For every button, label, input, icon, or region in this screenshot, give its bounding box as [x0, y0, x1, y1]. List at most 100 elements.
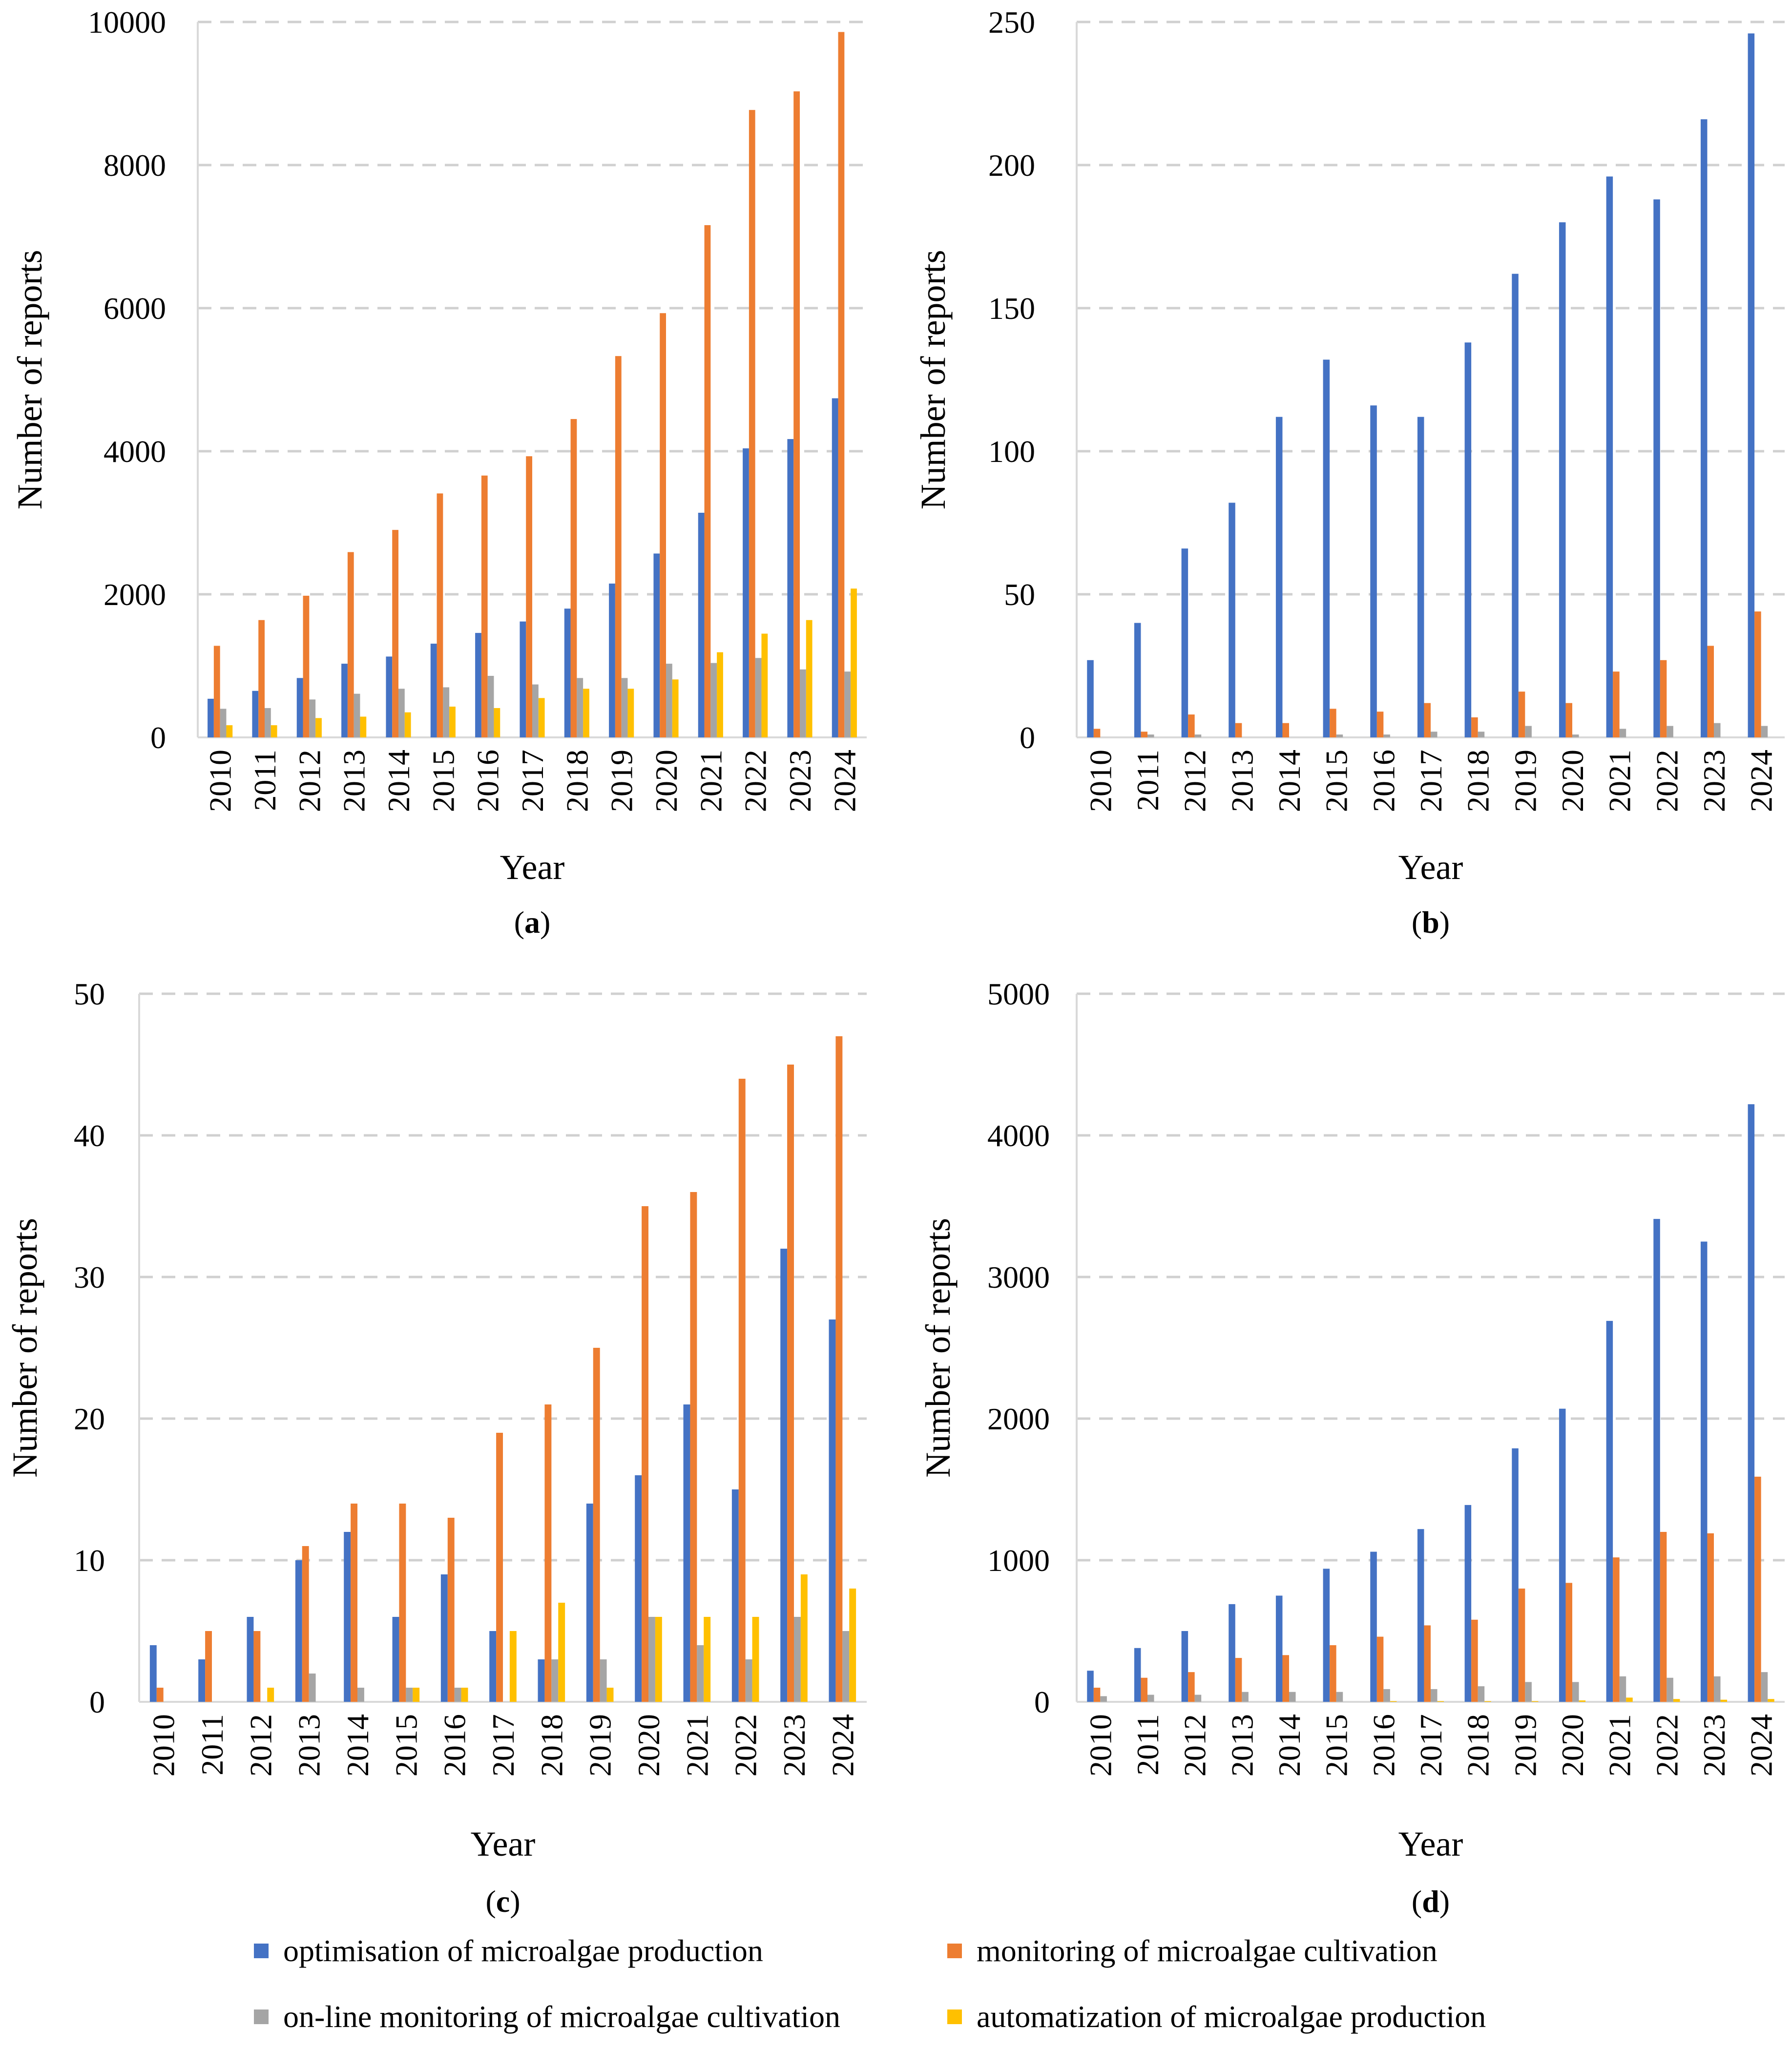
bar-b-monitoring-2016 — [1376, 712, 1384, 737]
bar-d-online-2022 — [1667, 1677, 1673, 1702]
bar-d-optimisation-2020 — [1559, 1408, 1566, 1702]
bar-c-optimisation-2017 — [489, 1631, 497, 1702]
bar-d-monitoring-2021 — [1613, 1557, 1620, 1702]
bar-a-automatization-2014 — [404, 712, 411, 737]
bar-c-optimisation-2015 — [392, 1617, 399, 1702]
y-tick-label-b-0: 0 — [1020, 720, 1035, 755]
bar-d-optimisation-2010 — [1087, 1671, 1094, 1702]
legend-label-monitoring: monitoring of microalgae cultivation — [977, 1933, 1438, 1968]
bar-c-online-2013 — [309, 1674, 316, 1702]
bar-a-optimisation-2011 — [252, 691, 259, 737]
x-tick-label-c-2014: 2014 — [340, 1714, 375, 1777]
x-tick-label-b-2011: 2011 — [1130, 750, 1165, 811]
bar-b-optimisation-2017 — [1417, 417, 1424, 737]
bar-b-online-2020 — [1572, 734, 1579, 737]
x-tick-label-b-2019: 2019 — [1508, 750, 1542, 812]
x-tick-label-c-2011: 2011 — [195, 1714, 229, 1776]
x-tick-label-b-2012: 2012 — [1178, 750, 1212, 812]
x-tick-label-a-2011: 2011 — [248, 750, 282, 811]
bar-a-optimisation-2015 — [430, 644, 437, 737]
bar-d-automatization-2018 — [1484, 1701, 1491, 1702]
x-tick-label-b-2017: 2017 — [1414, 750, 1448, 812]
bar-d-optimisation-2022 — [1653, 1219, 1660, 1702]
y-tick-label-d-2: 2000 — [987, 1402, 1050, 1436]
legend-item-automatization: automatization of microalgae production — [947, 1995, 1486, 2039]
bar-a-monitoring-2021 — [704, 225, 711, 737]
bar-d-online-2019 — [1525, 1682, 1532, 1702]
bar-c-optimisation-2023 — [780, 1249, 788, 1702]
bar-a-automatization-2017 — [538, 698, 545, 737]
bar-d-monitoring-2020 — [1565, 1583, 1572, 1702]
bar-c-monitoring-2022 — [738, 1079, 746, 1702]
x-tick-label-d-2020: 2020 — [1555, 1714, 1590, 1777]
bar-a-optimisation-2023 — [787, 439, 794, 737]
bar-b-optimisation-2012 — [1181, 548, 1188, 737]
bar-a-automatization-2012 — [315, 718, 322, 737]
bar-b-monitoring-2020 — [1565, 703, 1572, 737]
bar-d-optimisation-2013 — [1229, 1604, 1235, 1702]
bar-d-online-2012 — [1194, 1695, 1202, 1702]
y-tick-label-d-5: 5000 — [987, 977, 1050, 1011]
x-tick-label-c-2020: 2020 — [631, 1714, 666, 1777]
x-tick-label-b-2013: 2013 — [1225, 750, 1259, 812]
bar-b-optimisation-2013 — [1229, 502, 1235, 737]
x-tick-label-c-2010: 2010 — [146, 1714, 181, 1777]
bar-c-monitoring-2020 — [642, 1206, 648, 1702]
x-tick-label-c-2019: 2019 — [583, 1714, 618, 1777]
bar-a-monitoring-2010 — [213, 646, 220, 737]
bar-c-automatization-2024 — [849, 1589, 856, 1702]
bar-b-online-2016 — [1383, 734, 1390, 737]
bar-d-online-2014 — [1289, 1692, 1296, 1702]
bar-c-monitoring-2024 — [835, 1036, 843, 1702]
bar-b-optimisation-2020 — [1559, 222, 1566, 738]
bar-a-automatization-2024 — [851, 588, 857, 737]
x-tick-label-b-2020: 2020 — [1555, 750, 1590, 812]
bar-c-monitoring-2017 — [496, 1433, 503, 1702]
bar-d-online-2021 — [1619, 1676, 1626, 1702]
x-tick-label-b-2010: 2010 — [1083, 750, 1118, 812]
bar-c-monitoring-2021 — [690, 1192, 697, 1702]
bar-b-online-2017 — [1431, 732, 1438, 737]
bar-b-optimisation-2014 — [1275, 417, 1283, 737]
bar-a-optimisation-2016 — [475, 633, 481, 737]
legend-item-monitoring: monitoring of microalgae cultivation — [947, 1929, 1438, 1973]
y-tick-label-b-2: 100 — [988, 434, 1035, 469]
x-tick-label-c-2015: 2015 — [389, 1714, 423, 1777]
bar-d-monitoring-2018 — [1471, 1619, 1478, 1702]
bar-d-automatization-2023 — [1720, 1699, 1728, 1702]
bar-b-online-2019 — [1525, 726, 1532, 737]
y-axis-title-a: Number of reports — [10, 250, 49, 510]
x-tick-label-a-2023: 2023 — [783, 750, 817, 812]
bar-a-automatization-2023 — [806, 620, 813, 737]
y-tick-label-a-0: 0 — [150, 720, 166, 755]
bar-a-online-2011 — [265, 708, 271, 737]
bar-b-optimisation-2018 — [1464, 342, 1472, 737]
bar-c-automatization-2021 — [704, 1617, 711, 1702]
bar-a-optimisation-2019 — [609, 584, 615, 737]
bar-d-monitoring-2024 — [1754, 1476, 1761, 1702]
x-tick-label-c-2018: 2018 — [534, 1714, 569, 1777]
x-tick-label-b-2018: 2018 — [1461, 750, 1496, 812]
bar-c-optimisation-2013 — [295, 1560, 302, 1702]
x-tick-label-c-2024: 2024 — [825, 1714, 860, 1777]
bar-d-monitoring-2013 — [1235, 1658, 1242, 1702]
y-tick-label-d-3: 3000 — [987, 1260, 1050, 1295]
bar-b-monitoring-2022 — [1660, 660, 1667, 737]
bar-d-online-2017 — [1431, 1689, 1438, 1702]
y-tick-label-c-5: 50 — [74, 977, 105, 1011]
x-tick-label-c-2021: 2021 — [680, 1714, 714, 1777]
y-tick-label-a-2: 4000 — [104, 434, 166, 469]
y-axis-title-b: Number of reports — [914, 250, 953, 510]
x-tick-label-b-2015: 2015 — [1319, 750, 1354, 812]
bar-c-online-2023 — [794, 1617, 801, 1702]
bar-a-automatization-2013 — [360, 716, 367, 737]
bar-a-online-2022 — [755, 658, 762, 737]
legend-item-online: on-line monitoring of microalgae cultiva… — [254, 1995, 840, 2039]
legend-item-optimisation: optimisation of microalgae production — [254, 1929, 763, 1973]
x-tick-label-d-2010: 2010 — [1083, 1714, 1118, 1777]
bar-d-monitoring-2014 — [1282, 1655, 1289, 1702]
x-tick-label-a-2021: 2021 — [693, 750, 728, 812]
bar-b-online-2021 — [1619, 729, 1626, 737]
bar-b-optimisation-2021 — [1606, 176, 1613, 738]
bar-c-monitoring-2014 — [351, 1504, 357, 1702]
